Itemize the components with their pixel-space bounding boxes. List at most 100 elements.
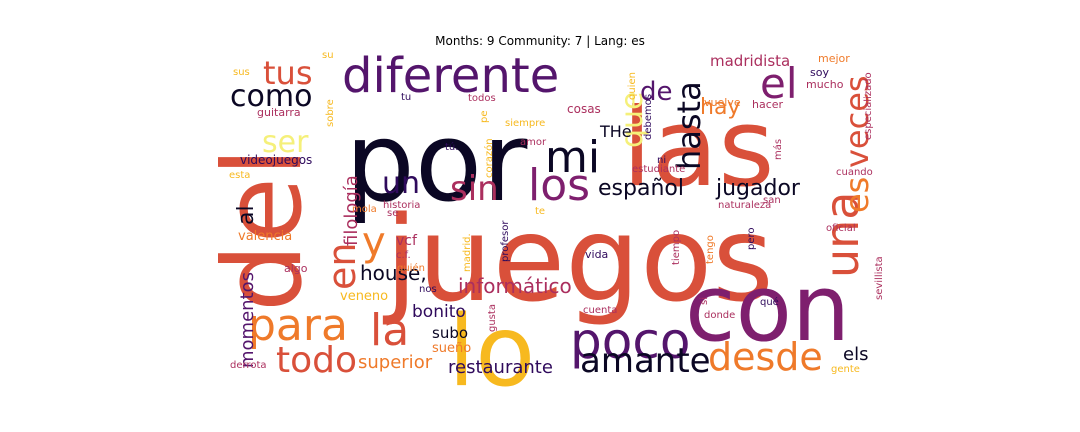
chart-title: Months: 9 Community: 7 | Lang: es — [435, 34, 645, 48]
word-32: informático — [458, 274, 572, 298]
word-83: sobre — [325, 99, 336, 127]
word-95: pero — [746, 227, 757, 250]
word-61: estudiante — [632, 164, 685, 175]
word-64: mola — [352, 204, 377, 215]
word-73: nos — [419, 284, 437, 295]
word-23: que — [615, 91, 650, 148]
word-19: sin — [450, 169, 499, 209]
word-26: un — [382, 166, 420, 201]
word-69: esta — [229, 170, 250, 181]
word-0: juegos — [382, 190, 774, 328]
word-50: vuelve — [704, 96, 741, 109]
word-72: vida — [585, 248, 608, 261]
word-92: tiempo — [671, 230, 682, 265]
word-87: profesor — [500, 220, 511, 262]
word-56: todos — [468, 93, 496, 104]
word-30: jugador — [715, 176, 801, 201]
word-43: subo — [432, 324, 468, 342]
word-86: corazón — [483, 138, 495, 178]
word-66: c.f. — [396, 250, 411, 261]
word-47: veneno — [340, 289, 388, 304]
word-88: madrid. — [462, 233, 473, 272]
word-25: como — [230, 79, 312, 114]
word-93: tengo — [705, 235, 716, 264]
word-36: momentos — [237, 272, 258, 368]
word-40: bonito — [412, 302, 466, 322]
word-70: sus — [233, 67, 250, 78]
word-51: hacer — [752, 98, 784, 111]
word-67: quién — [397, 262, 425, 274]
word-62: naturaleza — [718, 200, 771, 211]
word-4: con — [685, 255, 850, 362]
word-39: els — [843, 344, 868, 365]
word-54: mejor — [818, 52, 850, 65]
word-11: los — [528, 160, 590, 211]
word-31: hay — [700, 95, 740, 120]
word-98: sevillista — [874, 256, 885, 300]
word-34: al — [234, 205, 259, 225]
word-42: madridista — [710, 52, 790, 70]
word-35: filología — [341, 175, 362, 246]
word-2: las — [622, 86, 774, 211]
word-27: ser — [262, 125, 309, 160]
word-7: poco — [570, 312, 690, 370]
word-21: veces — [838, 75, 876, 168]
word-58: tú. — [445, 141, 458, 153]
word-81: derrota — [230, 360, 267, 371]
word-55: guitarra — [257, 106, 301, 119]
word-14: en — [320, 243, 364, 290]
word-63: historia — [383, 200, 420, 211]
word-3: del — [201, 147, 326, 312]
word-16: y — [362, 219, 386, 265]
word-10: mi — [545, 132, 600, 183]
word-74: cuenta — [583, 305, 617, 316]
word-53: mucho — [806, 78, 844, 91]
word-33: house, — [360, 261, 427, 285]
word-6: diferente — [342, 48, 559, 104]
word-96: más — [772, 139, 784, 160]
word-49: cosas — [567, 102, 601, 116]
word-45: vcf — [396, 233, 418, 249]
word-82: te — [535, 206, 545, 217]
word-12: el — [760, 59, 798, 108]
word-46: valencia — [238, 229, 292, 244]
word-85: siempre — [505, 118, 545, 129]
word-97: especializado — [863, 72, 874, 140]
word-65: se — [387, 208, 398, 219]
word-38: restaurante — [448, 357, 553, 378]
word-75: donde — [704, 310, 735, 321]
word-9: para — [248, 300, 348, 351]
word-52: soy — [810, 66, 829, 79]
word-15: desde — [708, 335, 823, 379]
word-20: hasta — [670, 81, 708, 170]
word-77: san — [763, 195, 781, 206]
word-37: superior — [358, 352, 433, 373]
word-13: la — [370, 305, 409, 356]
word-79: cuando — [836, 167, 873, 178]
word-94: si — [699, 297, 710, 305]
word-24: tus — [263, 54, 313, 92]
word-22: es — [838, 177, 876, 213]
word-68: algo — [284, 262, 308, 275]
word-8: una — [815, 192, 869, 279]
word-78: oficial — [826, 223, 856, 234]
word-91: debemos — [643, 94, 654, 140]
word-5: lo — [448, 295, 535, 409]
word-84: pe — [479, 111, 490, 124]
word-71: su — [322, 50, 334, 61]
word-90: quien — [627, 72, 638, 100]
word-41: THe — [599, 122, 632, 141]
word-48: videojuegos — [240, 153, 312, 167]
word-28: de — [640, 77, 673, 107]
word-59: amor — [520, 137, 547, 148]
word-76: qué — [760, 296, 779, 308]
word-80: gente — [831, 364, 860, 375]
word-18: todo — [276, 340, 357, 381]
word-57: tu — [401, 92, 411, 103]
word-1: por — [345, 98, 528, 226]
word-44: sueño — [432, 341, 471, 356]
word-60: ni — [657, 155, 666, 166]
word-29: español — [598, 176, 684, 201]
word-17: amante — [580, 341, 711, 381]
